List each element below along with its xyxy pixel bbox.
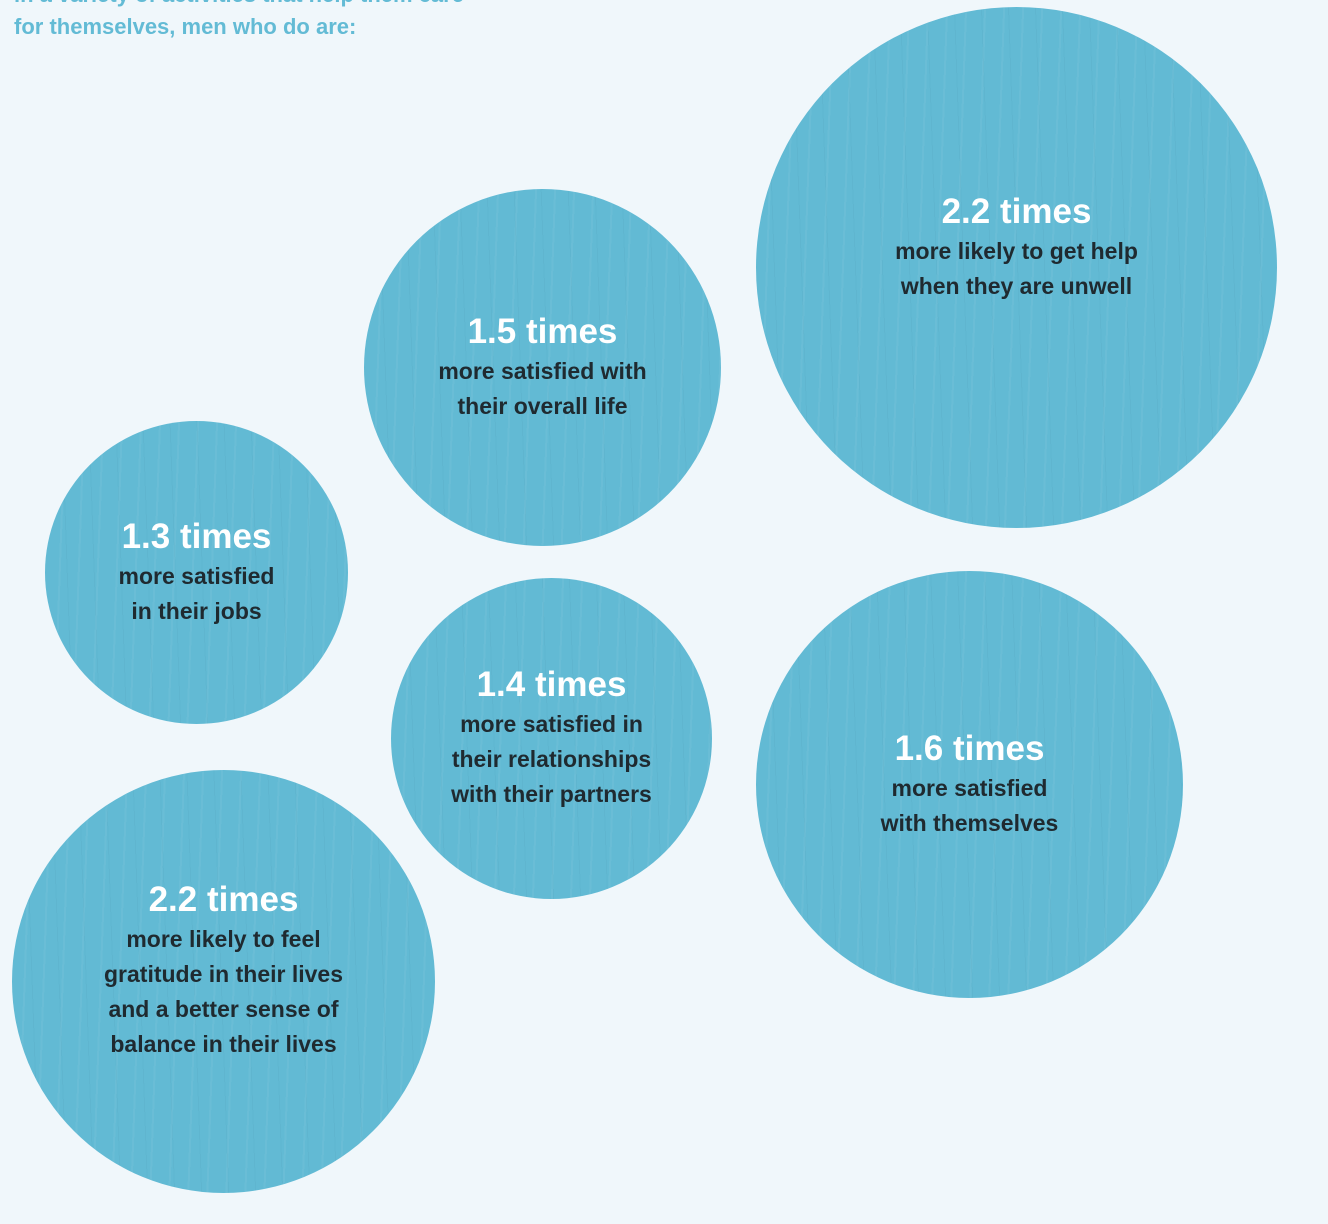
bubble-description-line: their relationships	[451, 746, 652, 772]
bubble-get-help: 2.2 times more likely to get help when t…	[756, 7, 1277, 528]
bubble-description: more likely to get help when they are un…	[895, 234, 1138, 304]
bubble-description: more satisfied with their overall life	[438, 354, 646, 424]
bubble-value: 2.2 times	[941, 191, 1092, 231]
bubble-description-line: more likely to feel	[126, 925, 321, 952]
bubble-value: 1.5 times	[467, 311, 618, 351]
bubble-description-line: with themselves	[880, 809, 1059, 836]
bubble-description-line: more satisfied with	[438, 357, 647, 384]
intro-text: in a variety of activities that help the…	[14, 0, 464, 43]
intro-line: in a variety of activities that help the…	[14, 0, 464, 11]
bubble-description-line: more satisfied	[118, 562, 275, 589]
bubble-value: 1.4 times	[476, 665, 627, 704]
bubble-value: 1.3 times	[121, 516, 272, 556]
bubble-value: 2.2 times	[148, 879, 299, 919]
bubble-description-line: their overall life	[457, 392, 628, 419]
bubble-description-line: more satisfied	[891, 774, 1048, 801]
intro-line: for themselves, men who do are:	[14, 14, 357, 39]
bubble-description-line: gratitude in their lives	[104, 960, 343, 987]
bubble-overall-life: 1.5 times more satisfied with their over…	[364, 189, 721, 546]
bubble-description: more satisfied with themselves	[881, 771, 1059, 841]
bubble-description: more likely to feel gratitude in their l…	[104, 922, 343, 1062]
bubble-themselves: 1.6 times more satisfied with themselves	[756, 571, 1183, 998]
bubble-description: more satisfied in their relationships wi…	[451, 707, 652, 812]
bubble-description-line: in their jobs	[131, 597, 262, 624]
bubble-relationships: 1.4 times more satisfied in their relati…	[391, 578, 712, 899]
bubble-description: more satisfied in their jobs	[119, 559, 275, 629]
bubble-description-line: balance in their lives	[110, 1030, 337, 1057]
bubble-gratitude: 2.2 times more likely to feel gratitude …	[12, 770, 435, 1193]
bubble-description-line: more likely to get help	[895, 237, 1138, 264]
bubble-value: 1.6 times	[894, 728, 1045, 768]
bubble-description-line: with their partners	[451, 781, 652, 807]
bubble-description-line: and a better sense of	[108, 995, 339, 1022]
bubble-description-line: more satisfied in	[460, 711, 643, 737]
bubble-jobs: 1.3 times more satisfied in their jobs	[45, 421, 348, 724]
bubble-description-line: when they are unwell	[900, 272, 1133, 299]
